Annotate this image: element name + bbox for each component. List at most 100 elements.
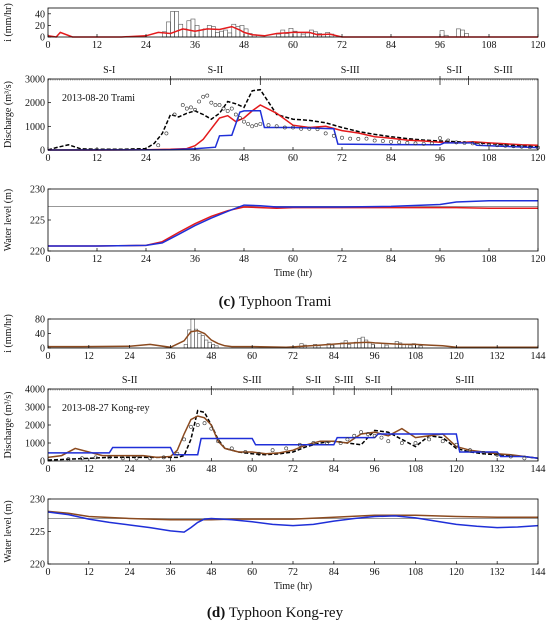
observed-point [389, 139, 393, 144]
regime-label: S-II [208, 65, 224, 76]
rain-bar [408, 344, 413, 349]
y-tick-label: 0 [40, 344, 45, 355]
x-tick-label: 24 [141, 254, 151, 265]
x-tick-label: 36 [190, 153, 200, 164]
x-tick-label: 36 [166, 567, 176, 578]
observed-point [175, 451, 180, 456]
observed-point [209, 100, 214, 105]
x-tick-label: 108 [482, 40, 497, 51]
rain-bar [370, 344, 375, 349]
observed-point [161, 455, 166, 460]
observed-point [217, 103, 222, 107]
series-line [47, 415, 539, 460]
observed-point [519, 144, 524, 149]
x-tick-label: 60 [247, 567, 257, 578]
event-label: 2013-08-27 Kong-rey [62, 403, 149, 414]
x-tick-label: 132 [490, 464, 505, 475]
x-tick-label: 60 [288, 40, 298, 51]
rain-bar [304, 32, 310, 38]
regime-label: S-II [365, 375, 381, 386]
rain-bar [166, 21, 171, 38]
observed-point [238, 116, 242, 120]
x-tick-label: 72 [288, 464, 298, 475]
observed-point [315, 127, 320, 132]
rain-bar [384, 344, 389, 349]
rain-bar [219, 30, 224, 38]
x-tick-label: 36 [190, 254, 200, 265]
x-tick-label: 48 [239, 40, 249, 51]
observed-point [270, 448, 275, 453]
observed-point [299, 126, 304, 131]
observed-point [427, 437, 432, 442]
x-axis-label: Time (hr) [274, 581, 312, 592]
y-tick-label: 220 [30, 560, 45, 571]
observed-point [233, 112, 238, 117]
observed-point [164, 131, 169, 136]
x-tick-label: 36 [166, 464, 176, 475]
y-tick-label: 1000 [25, 122, 45, 133]
x-tick-label: 120 [449, 464, 464, 475]
x-tick-label: 96 [435, 153, 445, 164]
rain-bar [439, 30, 445, 38]
caption-d-letter: (d) [207, 605, 225, 621]
plot-frame [47, 498, 539, 565]
observed-point [438, 136, 442, 141]
observed-point [356, 136, 361, 141]
x-tick-label: 132 [490, 567, 505, 578]
observed-point [323, 131, 328, 136]
observed-point [246, 122, 250, 126]
x-tick-label: 96 [370, 351, 380, 362]
regime-label: S-III [494, 65, 513, 76]
x-tick-label: 108 [482, 153, 497, 164]
series-line [47, 510, 538, 521]
rain-bar [186, 20, 192, 38]
rain-bar [276, 33, 282, 38]
x-tick-label: 48 [206, 567, 216, 578]
x-tick-label: 96 [435, 254, 445, 265]
observed-point [193, 107, 197, 112]
observed-point [405, 140, 410, 145]
observed-point [365, 432, 370, 436]
observed-point [201, 94, 206, 99]
y-tick-label: 80 [35, 315, 45, 326]
caption-d: (d) Typhoon Kong-rey [207, 605, 344, 621]
plot-frame [47, 188, 539, 252]
x-tick-label: 84 [329, 567, 339, 578]
y-axis-label: Discharge (m³/s) [3, 81, 14, 148]
observed-point [274, 124, 279, 129]
observed-point [386, 439, 391, 444]
observed-point [250, 124, 255, 129]
observed-point [340, 135, 344, 140]
series-line [47, 409, 539, 461]
y-tick-label: 0 [40, 33, 45, 44]
rain-bar [190, 18, 196, 38]
observed-point [495, 143, 500, 148]
x-tick-label: 120 [531, 153, 546, 164]
rain-bar [456, 28, 461, 38]
observed-point [429, 141, 434, 146]
x-tick-label: 0 [46, 153, 51, 164]
rain-bar [200, 335, 205, 349]
observed-point [503, 143, 508, 148]
x-tick-label: 96 [370, 464, 380, 475]
observed-point [156, 143, 161, 148]
x-tick-label: 120 [449, 567, 464, 578]
observed-point [182, 437, 187, 442]
y-axis-label: i (mm/hr) [3, 314, 14, 353]
observed-point [372, 138, 377, 143]
plot-frame [47, 318, 539, 349]
x-tick-label: 84 [329, 464, 339, 475]
x-tick-label: 24 [141, 40, 151, 51]
x-tick-label: 144 [531, 567, 546, 578]
regime-label: S-III [341, 65, 360, 76]
observed-point [481, 450, 486, 455]
observed-point [216, 439, 221, 444]
x-tick-label: 144 [531, 464, 546, 475]
rain-bar [215, 32, 220, 38]
panel-5: 0 12 24 36 48 60 72 84 96 108 120 132 144 220 225 230 Wa… [3, 495, 546, 593]
observed-point [197, 99, 201, 104]
x-tick-label: 120 [531, 40, 546, 51]
observed-point [478, 141, 483, 146]
observed-point [266, 123, 271, 128]
rain-bar [284, 33, 290, 38]
